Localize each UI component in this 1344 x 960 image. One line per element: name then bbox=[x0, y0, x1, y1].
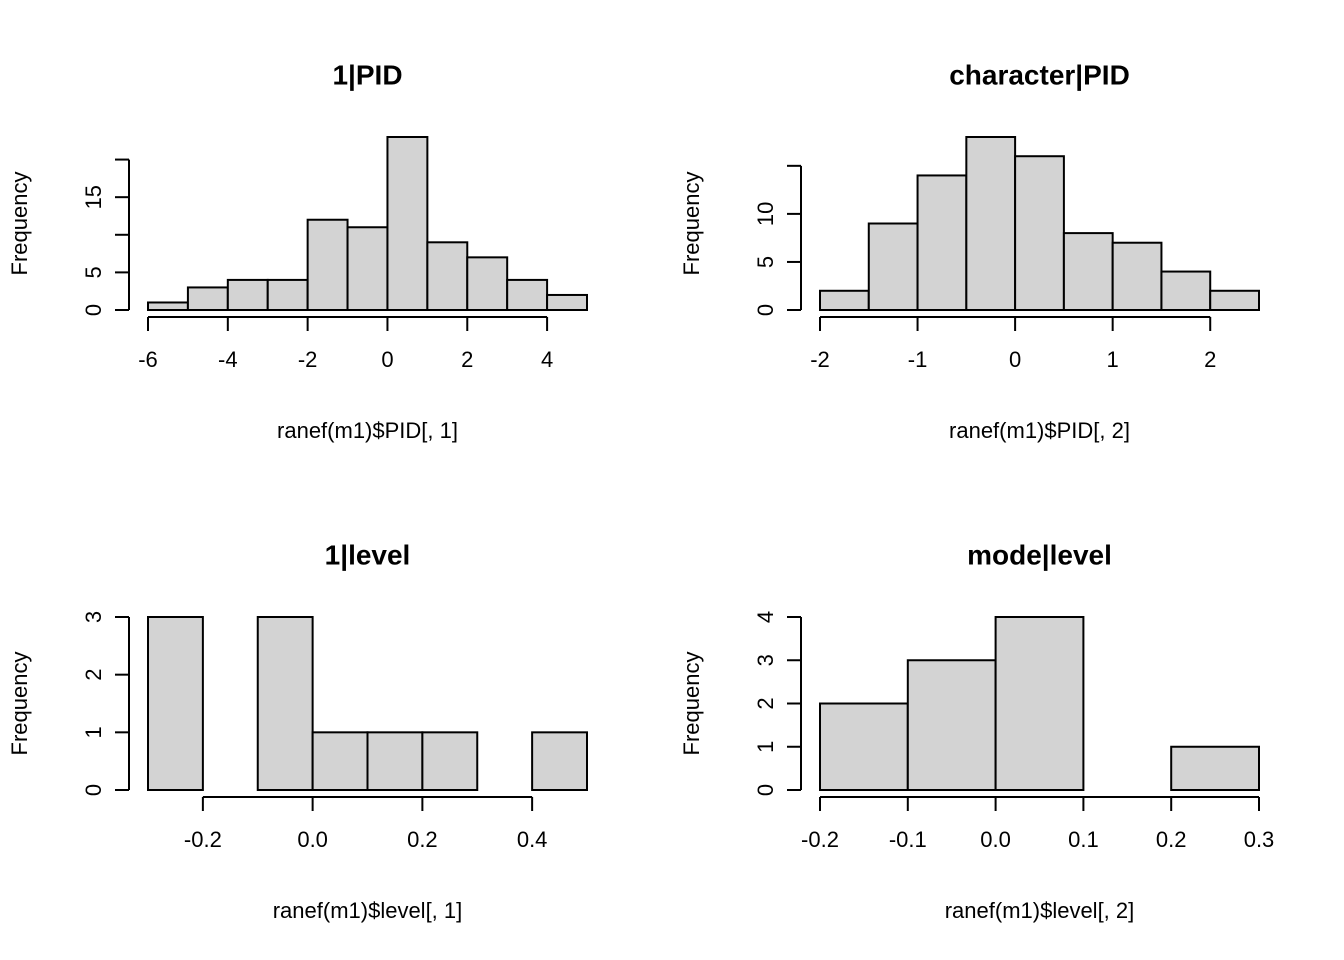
x-tick-label: 0.2 bbox=[1156, 827, 1187, 852]
histogram-bar bbox=[506, 278, 549, 312]
chart-title: 1|PID bbox=[332, 59, 402, 90]
histogram-bar bbox=[1209, 289, 1260, 311]
histogram-bar bbox=[147, 301, 189, 312]
y-tick-label: 3 bbox=[81, 611, 106, 623]
histogram-bar bbox=[147, 616, 204, 791]
histogram-bar bbox=[965, 136, 1017, 311]
x-tick-label: 0.1 bbox=[1068, 827, 1099, 852]
y-tick-label: 4 bbox=[753, 611, 778, 623]
histogram-bar bbox=[186, 286, 229, 312]
x-tick-label: 2 bbox=[1204, 347, 1216, 372]
histogram-bar bbox=[226, 278, 269, 312]
y-tick-label: 15 bbox=[81, 185, 106, 209]
x-axis-label: ranef(m1)$level[, 1] bbox=[273, 898, 463, 923]
x-tick-label: 0.0 bbox=[980, 827, 1011, 852]
y-tick-label: 0 bbox=[753, 304, 778, 316]
histogram-bar bbox=[546, 293, 588, 311]
histogram-bar bbox=[819, 289, 870, 311]
x-axis-label: ranef(m1)$PID[, 1] bbox=[277, 418, 458, 443]
histogram-bar bbox=[1170, 745, 1260, 791]
histogram-bar bbox=[916, 174, 968, 311]
x-tick-label: 0.4 bbox=[517, 827, 548, 852]
y-axis-label: Frequency bbox=[679, 652, 704, 756]
y-axis-label: Frequency bbox=[7, 172, 32, 276]
histogram-bar bbox=[256, 616, 314, 791]
x-tick-label: -4 bbox=[218, 347, 238, 372]
histogram-bar bbox=[266, 278, 309, 312]
histogram-bar bbox=[819, 702, 909, 791]
y-tick-label: 2 bbox=[753, 697, 778, 709]
y-tick-label: 0 bbox=[753, 784, 778, 796]
x-tick-label: -6 bbox=[138, 347, 158, 372]
x-tick-label: 1 bbox=[1107, 347, 1119, 372]
y-tick-label: 0 bbox=[81, 784, 106, 796]
histogram-bar bbox=[421, 731, 479, 791]
x-tick-label: 0.3 bbox=[1244, 827, 1275, 852]
histogram-bar bbox=[867, 222, 919, 311]
x-tick-label: -2 bbox=[298, 347, 318, 372]
x-tick-label: -2 bbox=[810, 347, 830, 372]
x-axis-label: ranef(m1)$PID[, 2] bbox=[949, 418, 1130, 443]
histogram-bar bbox=[386, 136, 429, 311]
histogram-bar bbox=[426, 241, 469, 312]
x-tick-label: -0.2 bbox=[801, 827, 839, 852]
x-tick-label: 0 bbox=[381, 347, 393, 372]
histogram-bar bbox=[1160, 270, 1212, 311]
x-tick-label: 0 bbox=[1009, 347, 1021, 372]
histogram-panel-4: mode|level -0.2 -0.1 0.0 0.1 0.2 0.3 0 1 2 3 4 ranef… bbox=[679, 539, 1274, 923]
y-tick-label: 1 bbox=[81, 726, 106, 738]
chart-title: 1|level bbox=[325, 539, 411, 570]
y-axis-label: Frequency bbox=[679, 172, 704, 276]
x-tick-label: 0.2 bbox=[407, 827, 438, 852]
x-tick-label: 4 bbox=[541, 347, 553, 372]
chart-title: character|PID bbox=[949, 59, 1130, 90]
y-tick-label: 3 bbox=[753, 654, 778, 666]
y-tick-label: 1 bbox=[753, 741, 778, 753]
histogram-bar bbox=[1111, 241, 1163, 312]
histogram-bar bbox=[366, 731, 424, 791]
x-tick-label: 0.0 bbox=[297, 827, 328, 852]
histogram-bar bbox=[906, 659, 997, 791]
histogram-bar bbox=[466, 256, 509, 312]
chart-title: mode|level bbox=[967, 539, 1112, 570]
x-tick-label: 2 bbox=[461, 347, 473, 372]
histogram-bar bbox=[1014, 155, 1065, 311]
histogram-panel-2: character|PID -2 -1 0 1 2 0 5 10 ranef(m1)$PID[, … bbox=[679, 59, 1260, 443]
x-tick-label: -0.1 bbox=[889, 827, 927, 852]
y-tick-label: 5 bbox=[753, 256, 778, 268]
x-axis-label: ranef(m1)$level[, 2] bbox=[945, 898, 1135, 923]
histogram-bar bbox=[994, 616, 1085, 791]
histogram-bar bbox=[306, 218, 349, 312]
x-tick-label: -1 bbox=[908, 347, 928, 372]
y-tick-label: 0 bbox=[81, 304, 106, 316]
histogram-bar bbox=[311, 731, 369, 791]
histogram-bar bbox=[531, 731, 588, 791]
y-tick-label: 10 bbox=[753, 202, 778, 226]
x-tick-label: -0.2 bbox=[184, 827, 222, 852]
y-tick-label: 2 bbox=[81, 669, 106, 681]
histogram-bar bbox=[346, 226, 389, 311]
histogram-panel-3: 1|level -0.2 0.0 0.2 0.4 0 1 2 3 ranef(m1)$level[… bbox=[7, 539, 588, 923]
histogram-bar bbox=[1062, 232, 1114, 311]
y-axis-label: Frequency bbox=[7, 652, 32, 756]
histogram-panel-1: 1|PID -6 -4 -2 0 2 4 0 5 15 ranef(m1)$PID[, 1] Freq… bbox=[7, 59, 588, 443]
y-tick-label: 5 bbox=[81, 266, 106, 278]
